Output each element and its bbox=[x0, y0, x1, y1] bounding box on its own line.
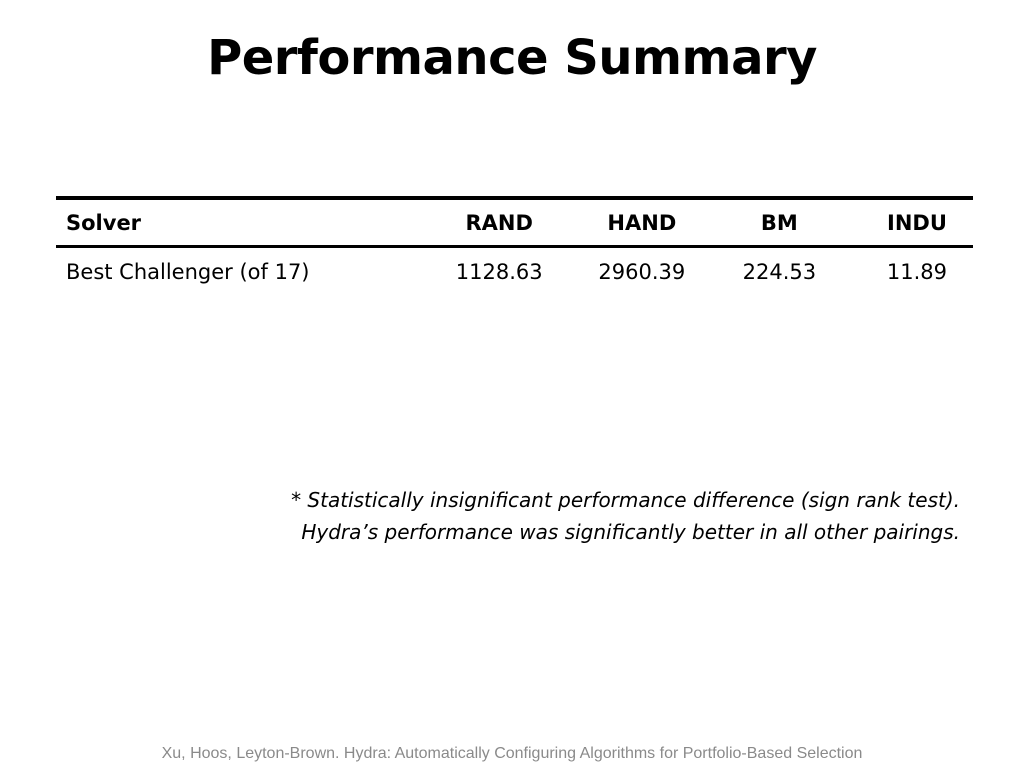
header-solver: Solver bbox=[56, 196, 413, 248]
slide-title: Performance Summary bbox=[207, 30, 817, 86]
table-header-row: Solver RAND HAND BM INDU bbox=[56, 196, 973, 248]
header-bm: BM bbox=[697, 196, 861, 248]
citation-footer: Xu, Hoos, Leyton-Brown. Hydra: Automatic… bbox=[161, 745, 863, 762]
cell-indu: 11.89 bbox=[886, 259, 947, 284]
footnote-text-1: Statistically insignificant performance … bbox=[307, 488, 960, 512]
footnote-marker: * bbox=[291, 488, 302, 512]
performance-table: Solver RAND HAND BM INDU Best Challenger… bbox=[56, 196, 973, 295]
cell-rand: 1128.63 bbox=[455, 259, 543, 284]
footnote-text-2: Hydra’s performance was significantly be… bbox=[301, 520, 960, 544]
cell-hand: 2960.39 bbox=[598, 259, 686, 284]
header-hand: HAND bbox=[585, 196, 698, 248]
table-row: Best Challenger (of 17) 1128.63 2960.39 … bbox=[56, 247, 973, 296]
row-label: Best Challenger (of 17) bbox=[66, 259, 310, 284]
cell-bm: 224.53 bbox=[742, 259, 817, 284]
footnote: * Statistically insignificant performanc… bbox=[240, 484, 960, 548]
footnote-line-1: * Statistically insignificant performanc… bbox=[240, 484, 960, 516]
header-indu: INDU bbox=[860, 196, 973, 248]
header-rand: RAND bbox=[412, 196, 586, 248]
